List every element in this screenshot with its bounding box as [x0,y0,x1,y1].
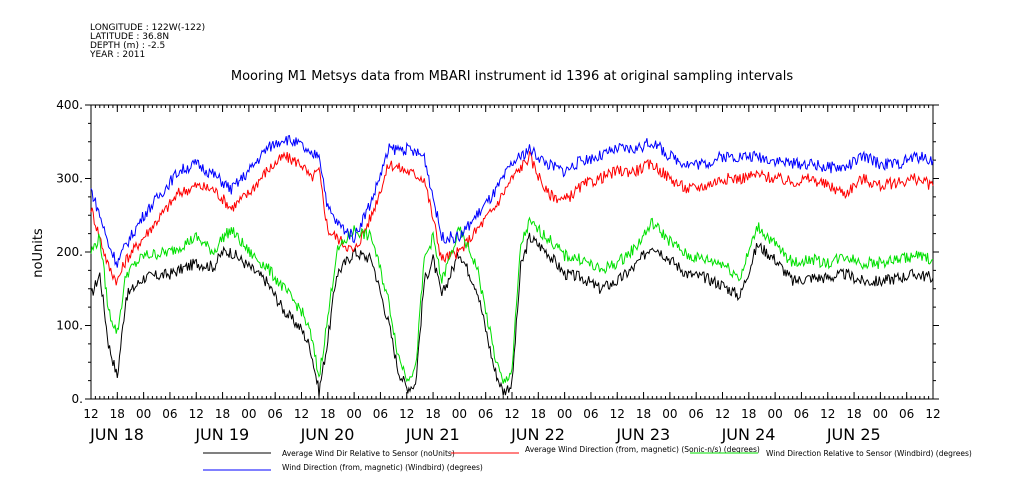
x-tick-label: 18 [846,407,861,421]
x-tick-label: 18 [531,407,546,421]
x-tick-label: 12 [820,407,835,421]
y-tick-label: 400. [56,98,83,112]
x-day-label: JUN 22 [510,425,565,444]
x-tick-label: 00 [873,407,888,421]
x-tick-label: 12 [715,407,730,421]
x-tick-label: 06 [268,407,283,421]
x-tick-label: 18 [425,407,440,421]
x-tick-label: 06 [794,407,809,421]
plot-frame [90,104,934,400]
legend-label: Wind Direction Relative to Sensor (Windb… [766,449,972,458]
axes: 0. 100. 200. 300. 400. 12 18 00 06 12 18 00 06 12 18 00… [56,98,940,444]
x-tick-label: 06 [583,407,598,421]
x-tick-label: 18 [215,407,230,421]
legend-label: Average Wind Dir Relative to Sensor (noU… [282,449,455,458]
meta-line: LONGITUDE : 122W(-122) [90,23,205,33]
x-tick-label: 18 [110,407,125,421]
x-tick-label: 06 [478,407,493,421]
x-tick-label: 00 [662,407,677,421]
x-day-label: JUN 25 [826,425,881,444]
x-day-label: JUN 18 [89,425,144,444]
y-tick-label: 0. [72,392,83,406]
x-tick-label: 00 [767,407,782,421]
chart-title: Mooring M1 Metsys data from MBARI instru… [231,69,793,84]
x-tick-label: 18 [741,407,756,421]
legend-label: Average Wind Direction (from, magnetic) … [525,445,760,454]
x-day-label: JUN 20 [300,425,355,444]
x-tick-label: 06 [373,407,388,421]
x-tick-label: 06 [689,407,704,421]
x-tick-label: 00 [452,407,467,421]
meta-line: DEPTH (m) : -2.5 [90,41,165,51]
x-tick-label: 06 [162,407,177,421]
x-tick-label: 12 [399,407,414,421]
x-tick-label: 12 [610,407,625,421]
x-tick-label: 12 [925,407,940,421]
legend-label: Wind Direction (from, magnetic) (Windbir… [282,463,483,472]
y-tick-label: 100. [56,319,83,333]
x-tick-label: 06 [899,407,914,421]
x-day-label: JUN 19 [194,425,249,444]
metadata-block: LONGITUDE : 122W(-122)LATITUDE : 36.8NDE… [89,23,205,60]
x-day-label: JUN 21 [405,425,460,444]
x-tick-label: 00 [136,407,151,421]
series-line [90,216,934,384]
x-day-label: JUN 24 [721,425,776,444]
x-tick-label: 18 [320,407,335,421]
x-tick-label: 12 [504,407,519,421]
meta-line: LATITUDE : 36.8N [90,32,169,42]
x-tick-label: 00 [557,407,572,421]
x-day-label: JUN 23 [615,425,670,444]
series-line [90,150,934,286]
y-tick-label: 300. [56,172,83,186]
legend: Average Wind Dir Relative to Sensor (noU… [203,445,972,472]
y-tick-label: 200. [56,245,83,259]
x-tick-label: 18 [636,407,651,421]
x-tick-label: 12 [189,407,204,421]
meta-line: YEAR : 2011 [89,50,145,60]
series-lines [90,134,934,398]
series-line [90,134,934,268]
x-tick-label: 00 [241,407,256,421]
x-tick-label: 12 [83,407,98,421]
y-axis-label: noUnits [31,228,46,278]
series-line [90,232,934,398]
x-tick-label: 00 [346,407,361,421]
x-tick-label: 12 [294,407,309,421]
